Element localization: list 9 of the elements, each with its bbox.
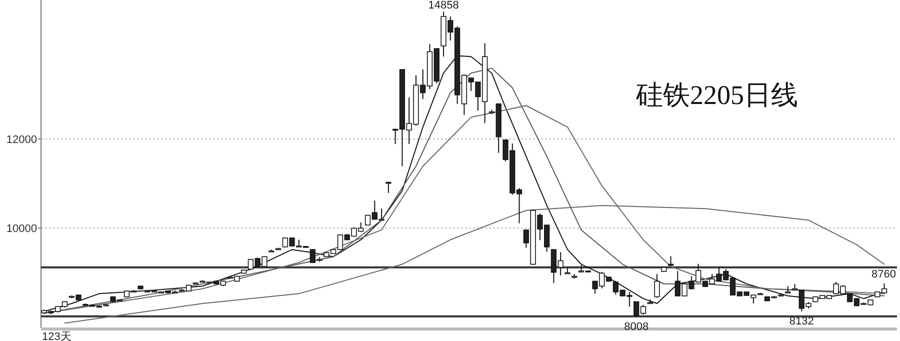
candlestick xyxy=(654,274,660,298)
annotation: 8760 xyxy=(872,268,896,280)
y-tick-label: 12000 xyxy=(6,134,37,146)
y-tick-label: 10000 xyxy=(6,223,37,236)
text: 123天 xyxy=(42,331,72,341)
text: 硅铁2205日线 xyxy=(635,80,798,110)
annotation: 14858 xyxy=(428,0,459,12)
annotation: 8132 xyxy=(789,315,814,328)
annotation: 8008 xyxy=(624,320,649,333)
